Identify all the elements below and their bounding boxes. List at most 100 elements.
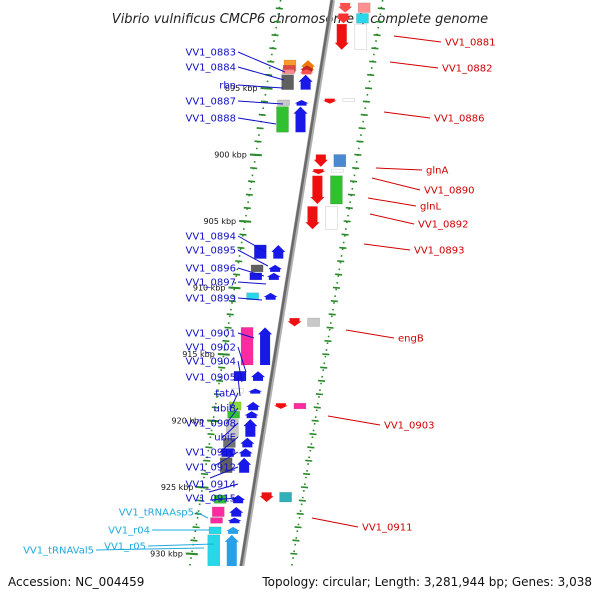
feature-box xyxy=(250,264,264,273)
right-minor-tick xyxy=(332,286,341,289)
gene-feature xyxy=(240,327,273,366)
right-minor-tick xyxy=(303,472,311,476)
major-tick xyxy=(196,486,209,489)
right-minor-tick xyxy=(290,552,298,555)
right-leader-line xyxy=(383,111,431,119)
cds-arrow xyxy=(271,244,286,259)
tick-label: 925 kbp xyxy=(161,483,194,492)
left-minor-tick xyxy=(222,339,230,343)
left-leader-line xyxy=(237,66,285,81)
cds-arrow xyxy=(226,526,241,534)
right-minor-tick xyxy=(326,326,334,329)
right-minor-tick xyxy=(339,246,347,249)
left-minor-tick xyxy=(211,406,219,409)
left-gene-label: VV1_0915 xyxy=(186,494,237,505)
major-tick xyxy=(239,220,252,223)
gene-feature xyxy=(249,272,281,281)
right-minor-tick xyxy=(367,73,375,77)
feature-box xyxy=(254,244,267,259)
footer-band xyxy=(0,566,600,600)
left-minor-tick xyxy=(207,433,215,436)
gene-feature xyxy=(282,69,314,75)
left-leader-line xyxy=(95,547,205,551)
left-gene-label: tatA xyxy=(215,389,236,400)
right-gene-label: VV1_0911 xyxy=(362,523,413,534)
right-gene-label: VV1_0890 xyxy=(424,186,475,197)
left-minor-tick xyxy=(256,127,264,130)
left-leader-line xyxy=(237,100,284,105)
feature-box xyxy=(230,388,244,394)
feature-box xyxy=(325,206,338,230)
gene-feature xyxy=(226,418,258,438)
chromosome-backbone xyxy=(234,0,334,600)
right-minor-tick xyxy=(317,379,326,382)
tick-label: 900 kbp xyxy=(214,151,247,160)
gene-feature xyxy=(208,526,241,535)
gene-feature xyxy=(287,317,320,327)
cds-arrow xyxy=(248,388,263,394)
right-minor-tick xyxy=(309,433,317,436)
cds-arrow xyxy=(224,534,239,569)
cds-arrow xyxy=(338,2,353,13)
right-minor-tick xyxy=(373,34,381,37)
gene-feature xyxy=(311,168,344,175)
right-minor-tick xyxy=(364,87,373,90)
cds-arrow xyxy=(322,98,337,104)
major-tick xyxy=(228,286,241,290)
cds-arrow xyxy=(231,494,246,504)
right-leader-line xyxy=(369,213,415,225)
right-minor-tick xyxy=(371,47,379,50)
feature-box xyxy=(354,23,368,51)
cds-arrow xyxy=(240,437,255,448)
left-minor-tick xyxy=(205,446,213,449)
gene-feature xyxy=(313,154,347,168)
gene-feature xyxy=(250,264,283,273)
cds-arrow xyxy=(287,318,302,327)
left-gene-label: VV1_0888 xyxy=(186,114,237,125)
cds-arrow xyxy=(259,492,274,502)
feature-box xyxy=(357,2,371,13)
cds-arrow xyxy=(273,403,288,409)
left-leader-line xyxy=(147,543,215,547)
tick-label: 915 kbp xyxy=(182,350,215,359)
cds-arrow xyxy=(266,272,281,280)
gene-feature xyxy=(322,98,356,104)
feature-box xyxy=(208,526,222,535)
gene-feature xyxy=(310,175,343,205)
right-gene-label: VV1_0886 xyxy=(434,114,485,125)
left-leader-line xyxy=(237,360,243,383)
left-minor-tick xyxy=(235,260,243,263)
feature-box xyxy=(227,410,240,419)
left-leader-line xyxy=(237,235,267,253)
right-minor-tick xyxy=(292,539,300,542)
right-minor-tick xyxy=(341,233,349,236)
right-leader-line xyxy=(375,167,423,171)
major-tick xyxy=(185,552,198,556)
right-gene-label: glnA xyxy=(426,166,448,177)
genome-summary-text: Topology: circular; Length: 3,281,944 bp… xyxy=(261,575,592,589)
tick-label: 920 kbp xyxy=(172,417,205,426)
right-minor-tick xyxy=(377,7,385,10)
right-leader-line xyxy=(311,517,359,528)
left-gene-label: VV1_tRNAVal5 xyxy=(23,546,94,557)
tick-label: 895 kbp xyxy=(225,84,258,93)
cds-arrow xyxy=(299,69,314,75)
map-title: Vibrio vulnificus CMCP6 chromosome I, co… xyxy=(112,12,488,27)
right-leader-line xyxy=(327,415,381,426)
left-minor-tick xyxy=(258,113,266,116)
feature-box xyxy=(249,272,263,281)
gene-feature xyxy=(259,492,292,503)
feature-layer xyxy=(207,2,371,569)
right-minor-tick xyxy=(362,100,370,103)
left-minor-tick xyxy=(190,539,198,542)
gene-feature xyxy=(334,23,368,51)
right-leader-line xyxy=(363,243,411,251)
feature-box xyxy=(207,534,221,569)
tick-label: 930 kbp xyxy=(150,550,183,559)
tick-label: 905 kbp xyxy=(204,217,237,226)
right-leader-line xyxy=(345,329,395,339)
cds-arrow xyxy=(251,371,266,381)
gene-feature xyxy=(273,402,307,410)
left-minor-tick xyxy=(273,20,281,23)
